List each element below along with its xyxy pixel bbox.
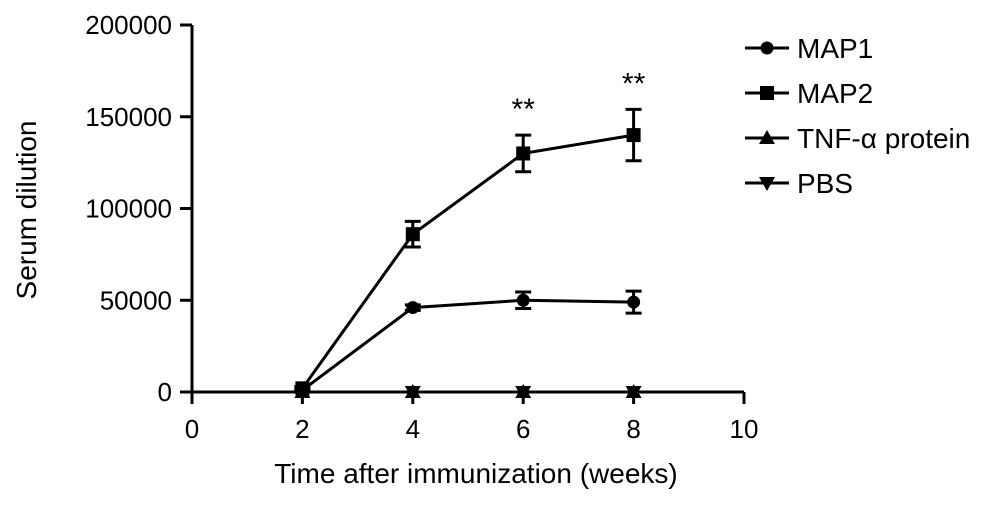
legend-item: MAP2	[745, 78, 873, 109]
data-point	[295, 383, 309, 397]
data-point	[515, 384, 532, 398]
series-line	[301, 298, 634, 392]
data-point	[625, 384, 642, 398]
legend-item: MAP1	[745, 33, 873, 64]
y-tick-label: 200000	[85, 10, 172, 40]
y-tick-label: 150000	[85, 102, 172, 132]
x-tick-label: 0	[185, 414, 199, 444]
data-point	[627, 295, 641, 309]
x-tick-label: 10	[730, 414, 759, 444]
x-axis: 0 2 4 6 8 10	[185, 390, 759, 444]
y-ticks: 0 50000 100000 150000 200000	[85, 10, 192, 407]
x-tick-label: 2	[295, 414, 309, 444]
significance-annotation: **	[622, 67, 646, 100]
legend-label: TNF-α protein	[797, 123, 970, 154]
y-tick-label: 100000	[85, 194, 172, 224]
legend-marker	[760, 41, 774, 55]
legend-label: PBS	[797, 168, 853, 199]
x-axis-title: Time after immunization (weeks)	[274, 458, 678, 489]
y-axis-title: Serum dilution	[11, 121, 42, 300]
y-tick-label: 50000	[100, 285, 172, 315]
series-map1	[294, 289, 642, 397]
data-point	[404, 384, 421, 398]
data-point	[405, 227, 420, 242]
legend-label: MAP2	[797, 78, 873, 109]
data-point	[516, 146, 531, 161]
annotation-layer: ** **	[512, 67, 646, 126]
data-point	[516, 293, 530, 307]
legend: MAP1 MAP2 TNF-α protein PBS	[745, 33, 970, 199]
legend-item: TNF-α protein	[745, 123, 970, 154]
y-axis: 0 50000 100000 150000 200000	[85, 10, 194, 407]
series-tnf-protein	[294, 384, 642, 398]
legend-marker	[759, 177, 775, 191]
legend-item: PBS	[745, 168, 853, 199]
data-point	[406, 301, 420, 315]
x-tick-label: 8	[626, 414, 640, 444]
x-ticks: 0 2 4 6 8 10	[185, 392, 759, 444]
series-layer	[294, 107, 642, 400]
legend-marker	[759, 130, 775, 144]
y-tick-label: 0	[158, 377, 172, 407]
data-point	[626, 128, 641, 143]
x-tick-label: 4	[406, 414, 420, 444]
significance-annotation: **	[512, 93, 536, 126]
x-tick-label: 6	[516, 414, 530, 444]
series-map2	[294, 107, 642, 396]
legend-marker	[760, 86, 774, 100]
series-line	[301, 133, 634, 390]
legend-label: MAP1	[797, 33, 873, 64]
